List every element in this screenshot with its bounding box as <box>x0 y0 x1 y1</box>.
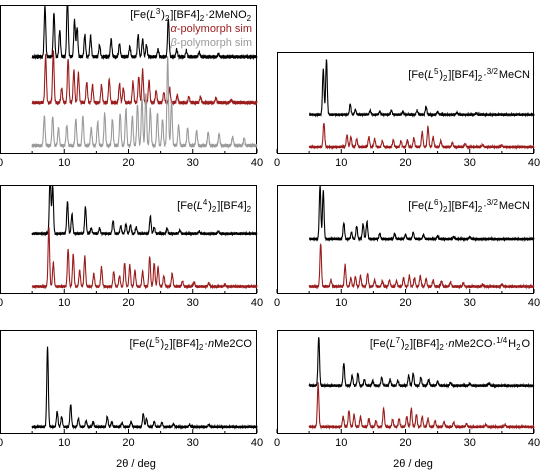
x-tick-label: 10 <box>335 297 347 309</box>
plot-frame <box>0 185 257 294</box>
series-line-red <box>31 227 258 290</box>
plot-frame <box>0 5 257 154</box>
x-tick-label: 40 <box>251 157 263 169</box>
x-tick-label: 40 <box>251 437 263 449</box>
plot-frame <box>0 330 257 434</box>
x-tick-label: 10 <box>58 297 70 309</box>
series-line-red <box>308 122 535 151</box>
panel-title: [Fe(L5 )2 ][BF4]2 ·3/2 MeCN <box>408 67 530 83</box>
panel-title: [Fe(L7 )2 ][BF4]2 ·nMe2CO·1/4 H2 O <box>370 336 531 352</box>
x-tick-label: 20 <box>122 437 134 449</box>
x-tick-label: 0 <box>0 157 3 169</box>
x-tick-label: 0 <box>274 157 280 169</box>
plot-frame <box>277 52 534 154</box>
x-tick-label: 0 <box>0 297 3 309</box>
chart-panel-middle-left: 0 10 20 30 40 [Fe(L4 )2 ][BF4]2 <box>0 185 263 309</box>
x-tick-label: 0 <box>0 437 3 449</box>
panel-title: [Fe(L4 )2 ][BF4]2 <box>177 198 252 214</box>
x-axis-title-right: 2θ / deg <box>393 458 433 470</box>
series-line-black <box>31 5 258 61</box>
x-tick-label: 40 <box>528 297 540 309</box>
x-tick-label: 20 <box>122 297 134 309</box>
x-tick-label: 10 <box>335 437 347 449</box>
x-tick-label: 30 <box>464 157 476 169</box>
x-tick-label: 0 <box>274 437 280 449</box>
series-line-black <box>308 337 535 389</box>
series-line-red <box>308 242 535 290</box>
x-tick-label: 10 <box>58 437 70 449</box>
x-tick-label: 10 <box>58 157 70 169</box>
x-tick-label: 20 <box>122 157 134 169</box>
panel-title: β-polymorph sim <box>170 37 252 49</box>
chart-panel-bottom-left: 0 10 20 30 40 [Fe(L5 )2 ][BF4]2 ·nMe2CO <box>0 330 263 449</box>
plot-frame <box>277 330 534 434</box>
x-axis-title-left: 2θ / deg <box>116 458 156 470</box>
chart-panel-bottom-right: 0 10 20 30 40 [Fe(L7 )2 ][BF4]2 ·nMe2CO·1/4 H… <box>274 330 540 449</box>
x-tick-label: 40 <box>528 157 540 169</box>
panel-title: [Fe(L6 )2 ][BF4]2 ·3/2 MeCN <box>408 198 530 214</box>
chart-panel-top-right: 0 10 20 30 40 [Fe(L5 )2 ][BF4]2 ·3/2 MeCN <box>274 52 540 169</box>
series-line-red <box>31 50 258 107</box>
panel-title: [Fe(L5 )2 ][BF4]2 ·nMe2CO <box>129 336 252 352</box>
x-tick-label: 10 <box>335 157 347 169</box>
x-tick-label: 30 <box>464 437 476 449</box>
panel-title: [Fe(L3 )2 ][BF4]2 ·2MeNO2 <box>130 7 252 23</box>
x-tick-label: 40 <box>251 297 263 309</box>
series-line-gray <box>31 56 258 150</box>
series-line-black <box>31 185 258 237</box>
series-line-black <box>31 346 258 430</box>
chart-panel-top-left: 0 10 20 30 40 [Fe(L3 )2 ][BF4]2 ·2MeNO2 α-pol… <box>0 5 263 169</box>
x-tick-label: 20 <box>399 157 411 169</box>
x-tick-label: 20 <box>399 437 411 449</box>
series-line-black <box>308 185 535 243</box>
x-tick-label: 30 <box>187 157 199 169</box>
x-tick-label: 40 <box>528 437 540 449</box>
x-tick-label: 30 <box>464 297 476 309</box>
series-line-red <box>308 382 535 430</box>
series-line-black <box>308 59 535 118</box>
x-tick-label: 0 <box>274 297 280 309</box>
x-tick-label: 30 <box>187 297 199 309</box>
panel-title: α-polymorph sim <box>171 23 252 35</box>
x-tick-label: 30 <box>187 437 199 449</box>
x-tick-label: 20 <box>399 297 411 309</box>
chart-panel-middle-right: 0 10 20 30 40 [Fe(L6 )2 ][BF4]2 ·3/2 MeCN <box>274 185 540 309</box>
